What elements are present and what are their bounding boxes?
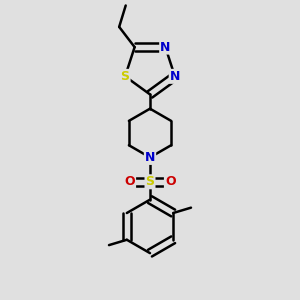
Text: O: O — [165, 175, 175, 188]
Text: N: N — [145, 151, 155, 164]
Text: O: O — [124, 175, 135, 188]
Text: S: S — [146, 175, 154, 188]
Text: N: N — [170, 70, 180, 83]
Text: S: S — [121, 70, 130, 83]
Text: N: N — [160, 40, 171, 54]
